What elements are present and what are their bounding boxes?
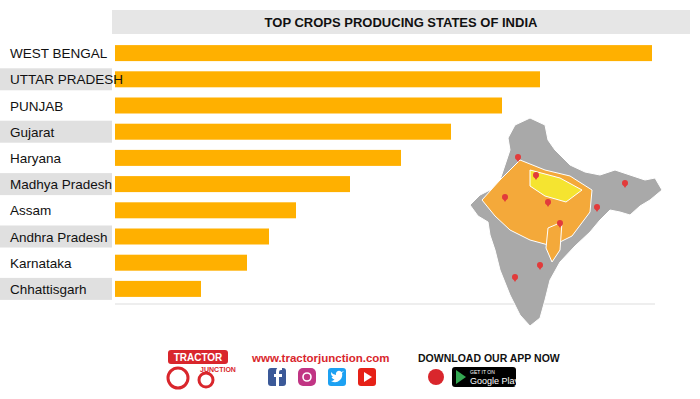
- category-label: Andhra Pradesh: [10, 230, 108, 245]
- logo-text: TRACTOR: [174, 352, 223, 363]
- map-region: [546, 222, 562, 262]
- logo-bg: [168, 350, 228, 364]
- bar: [115, 281, 201, 297]
- category-label: Chhattisgarh: [10, 282, 87, 297]
- google-play-small: GET IT ON: [470, 369, 495, 375]
- chart-svg: TOP CROPS PRODUCING STATES OF INDIA WEST …: [0, 0, 700, 399]
- bar: [115, 255, 247, 271]
- footer: TRACTOR JUNCTION www.tractorjunction.com DO…: [168, 350, 560, 388]
- title-bg: [112, 10, 690, 34]
- bar: [115, 229, 269, 245]
- category-label: WEST BENGAL: [10, 46, 108, 61]
- category-label: Karnataka: [10, 256, 72, 271]
- bar: [115, 176, 350, 192]
- app-icon: [428, 369, 444, 385]
- label-bg: [0, 278, 112, 300]
- label-bg: [0, 173, 112, 195]
- twitter-icon[interactable]: [328, 368, 346, 386]
- website: www.tractorjunction.com: [251, 352, 390, 364]
- map-region: [482, 160, 592, 246]
- logo-wheel: [199, 373, 213, 387]
- category-label: UTTAR PRADESH: [10, 72, 123, 87]
- logo-text: JUNCTION: [200, 366, 236, 373]
- logo-wheel: [168, 368, 188, 388]
- instagram-glyph: [303, 373, 311, 381]
- bar: [115, 45, 652, 61]
- map-pin: [623, 184, 628, 188]
- label-bg: [0, 121, 112, 143]
- facebook-icon[interactable]: [268, 368, 286, 386]
- map-region-up: [530, 170, 582, 202]
- chart-root: TOP CROPS PRODUCING STATES OF INDIA WEST …: [0, 0, 700, 399]
- bar: [115, 150, 401, 166]
- map-pin: [503, 198, 508, 202]
- category-label: PUNJAB: [10, 99, 63, 114]
- google-play-text: Google Play: [470, 376, 520, 386]
- map-pin: [546, 203, 551, 207]
- label-bg: [0, 226, 112, 248]
- x-axis-line: [115, 304, 655, 305]
- map-pin: [516, 158, 521, 162]
- category-label: Madhya Pradesh: [10, 177, 112, 192]
- map-pin: [558, 224, 563, 228]
- title: TOP CROPS PRODUCING STATES OF INDIA: [265, 15, 538, 30]
- bar: [115, 98, 502, 114]
- bar: [115, 71, 540, 87]
- youtube-glyph: [364, 372, 372, 382]
- map-pin: [538, 266, 543, 270]
- category-label: Gujarat: [10, 125, 55, 140]
- category-label: Haryana: [10, 151, 62, 166]
- twitter-glyph: [331, 371, 344, 383]
- bar: [115, 124, 451, 140]
- bar: [115, 202, 296, 218]
- map-pin: [595, 208, 600, 212]
- facebook-glyph: [274, 367, 282, 386]
- map: [470, 118, 662, 326]
- map-pin: [534, 176, 539, 180]
- google-play-logo: [456, 370, 466, 384]
- youtube-icon[interactable]: [358, 368, 376, 386]
- category-label: Assam: [10, 203, 51, 218]
- instagram-icon[interactable]: [298, 368, 316, 386]
- map-india: [470, 118, 662, 326]
- download-text: DOWNLOAD OUR APP NOW: [418, 352, 560, 364]
- map-pin: [513, 278, 518, 282]
